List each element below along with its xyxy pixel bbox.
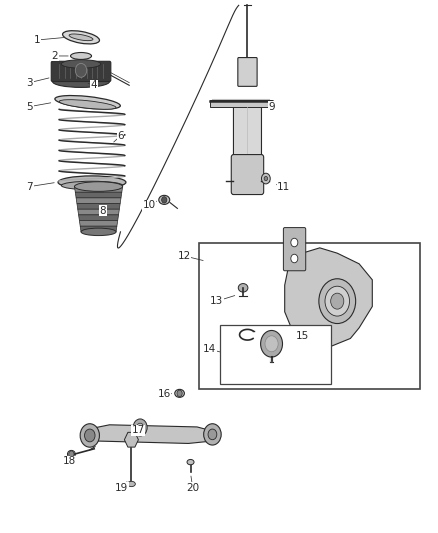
Polygon shape <box>78 209 119 215</box>
Circle shape <box>85 429 95 442</box>
Text: 11: 11 <box>277 182 290 191</box>
Circle shape <box>265 336 278 352</box>
Circle shape <box>261 330 283 357</box>
Text: 18: 18 <box>63 456 76 466</box>
Text: 12: 12 <box>177 251 191 261</box>
Circle shape <box>291 238 298 247</box>
Circle shape <box>261 173 270 184</box>
Polygon shape <box>80 226 117 232</box>
Text: 2: 2 <box>51 51 58 61</box>
Ellipse shape <box>71 53 92 59</box>
Text: 19: 19 <box>115 483 128 492</box>
Circle shape <box>208 429 217 440</box>
FancyBboxPatch shape <box>231 155 264 195</box>
Circle shape <box>325 286 350 316</box>
Ellipse shape <box>187 459 194 465</box>
Text: 13: 13 <box>210 296 223 306</box>
FancyBboxPatch shape <box>210 100 272 107</box>
Text: 15: 15 <box>296 331 309 341</box>
Circle shape <box>177 390 182 397</box>
Text: 10: 10 <box>142 200 155 210</box>
Ellipse shape <box>74 182 123 191</box>
Circle shape <box>133 419 147 436</box>
Circle shape <box>264 176 268 181</box>
Text: 9: 9 <box>268 102 275 111</box>
Text: 8: 8 <box>99 206 106 215</box>
Ellipse shape <box>81 228 116 236</box>
Circle shape <box>162 197 167 203</box>
Ellipse shape <box>175 389 184 398</box>
FancyBboxPatch shape <box>51 61 111 82</box>
Text: 14: 14 <box>203 344 216 354</box>
Circle shape <box>291 254 298 263</box>
Text: 17: 17 <box>131 425 145 435</box>
Ellipse shape <box>127 481 135 487</box>
Text: 5: 5 <box>26 102 33 111</box>
Ellipse shape <box>61 181 123 190</box>
Circle shape <box>319 279 356 324</box>
Polygon shape <box>78 215 119 221</box>
Polygon shape <box>83 425 219 443</box>
Text: 4: 4 <box>91 80 98 90</box>
Ellipse shape <box>67 450 75 458</box>
Polygon shape <box>74 187 123 192</box>
Circle shape <box>80 424 99 447</box>
Text: 20: 20 <box>186 483 199 492</box>
Text: 3: 3 <box>26 78 33 87</box>
Polygon shape <box>75 192 122 198</box>
FancyBboxPatch shape <box>199 243 420 389</box>
Ellipse shape <box>159 195 170 205</box>
FancyBboxPatch shape <box>283 228 306 271</box>
FancyBboxPatch shape <box>233 104 261 162</box>
Circle shape <box>331 293 344 309</box>
Ellipse shape <box>238 284 248 292</box>
Polygon shape <box>76 198 121 204</box>
Polygon shape <box>79 221 118 226</box>
FancyBboxPatch shape <box>220 325 331 384</box>
FancyBboxPatch shape <box>238 58 257 86</box>
Ellipse shape <box>55 95 120 109</box>
Polygon shape <box>77 204 120 209</box>
Ellipse shape <box>58 176 126 189</box>
Ellipse shape <box>59 100 116 109</box>
Ellipse shape <box>53 76 110 87</box>
Circle shape <box>75 63 87 77</box>
Ellipse shape <box>69 34 93 41</box>
Circle shape <box>137 423 144 432</box>
Circle shape <box>69 451 74 457</box>
Circle shape <box>204 424 221 445</box>
Text: 16: 16 <box>158 390 171 399</box>
FancyBboxPatch shape <box>81 185 103 192</box>
Text: 7: 7 <box>26 182 33 191</box>
Ellipse shape <box>61 60 101 68</box>
Text: 1: 1 <box>34 35 41 45</box>
Text: 6: 6 <box>117 131 124 141</box>
Polygon shape <box>285 248 372 349</box>
Ellipse shape <box>63 31 99 44</box>
